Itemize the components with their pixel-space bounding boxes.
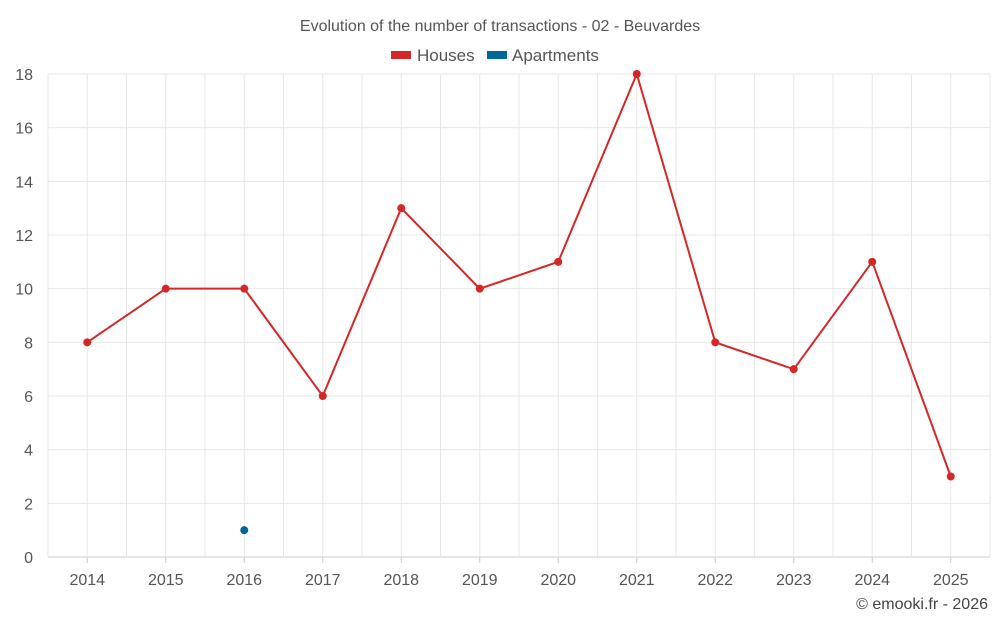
legend-label-apartments[interactable]: Apartments [512,46,599,65]
y-axis-ticks: 0 2 4 6 8 10 12 14 16 18 [15,67,33,567]
x-tick-label: 2022 [697,572,733,589]
x-tick-label: 2014 [69,572,105,589]
y-tick-label: 16 [15,121,33,138]
x-tick-label: 2025 [933,572,969,589]
data-point-houses[interactable] [554,257,563,266]
credit-text: © emooki.fr - 2026 [856,596,988,613]
data-point-houses[interactable] [318,392,327,400]
y-tick-label: 10 [15,282,33,299]
legend-label-houses[interactable]: Houses [417,46,475,65]
data-point-apartments[interactable] [240,526,249,535]
x-tick-label: 2015 [148,572,184,589]
x-axis-ticks: 2014 2015 2016 2017 2018 2019 2020 2021 2022 2023… [69,557,969,589]
x-tick-label: 2018 [383,572,419,589]
grid [47,73,991,558]
data-point-houses[interactable] [789,365,798,374]
y-tick-label: 8 [24,335,33,352]
data-point-houses[interactable] [161,284,170,293]
series-line-houses [86,71,952,477]
y-tick-label: 0 [24,550,33,567]
legend[interactable]: Houses Apartments [391,46,599,65]
y-tick-label: 18 [15,67,33,84]
chart-title: Evolution of the number of transactions … [300,18,700,35]
data-point-houses[interactable] [711,338,720,347]
legend-swatch-houses[interactable] [391,51,411,59]
data-point-houses[interactable] [632,70,641,78]
x-tick-label: 2017 [305,572,341,589]
legend-swatch-apartments[interactable] [487,51,507,59]
data-point-houses[interactable] [240,284,249,293]
y-tick-label: 6 [24,389,33,406]
x-tick-label: 2021 [619,572,655,589]
x-tick-label: 2020 [540,572,576,589]
y-tick-label: 2 [24,496,33,513]
data-point-houses[interactable] [946,472,955,481]
x-tick-label: 2024 [854,572,890,589]
y-tick-label: 14 [15,174,33,191]
x-tick-label: 2019 [462,572,498,589]
x-tick-label: 2023 [776,572,812,589]
data-point-houses[interactable] [475,284,484,293]
x-tick-label: 2016 [226,572,262,589]
data-point-houses[interactable] [397,204,406,213]
y-tick-label: 12 [15,228,33,245]
y-tick-label: 4 [24,443,33,460]
series-layer [83,70,955,535]
data-point-houses[interactable] [83,338,92,347]
data-point-houses[interactable] [868,257,877,266]
